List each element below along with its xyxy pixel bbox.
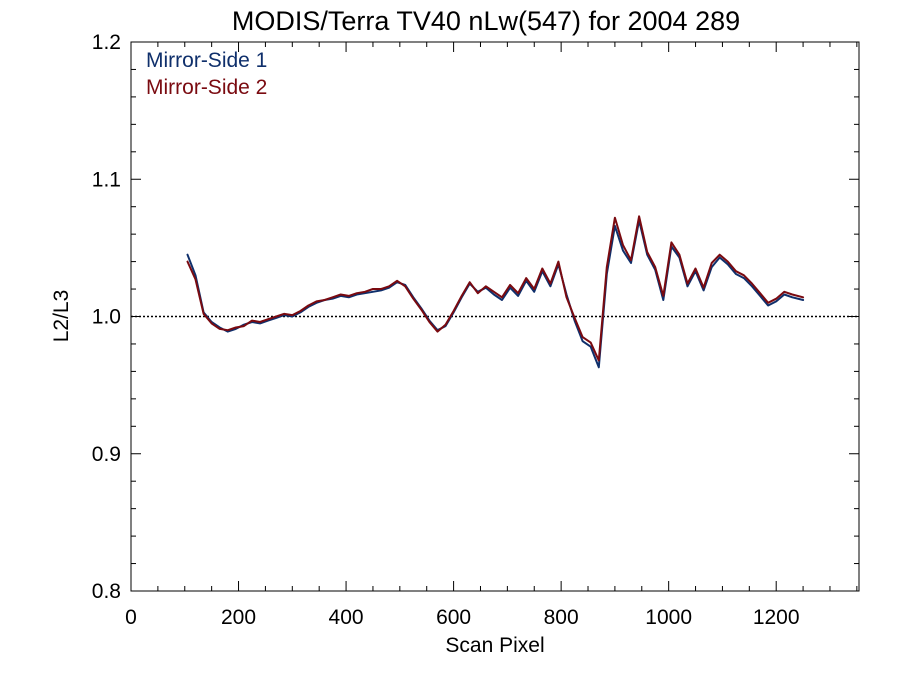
series-line-mirror-side-2 <box>186 215 805 362</box>
y-tick-label: 0.9 <box>92 443 121 466</box>
x-axis-label: Scan Pixel <box>445 634 544 657</box>
x-axis-ticks: 0 200 400 600 800 1000 1200 <box>125 42 858 629</box>
x-tick-label: 200 <box>221 606 256 629</box>
y-tick-label: 1.2 <box>92 31 121 54</box>
y-tick-label: 1.1 <box>92 168 121 191</box>
legend-item-mirror-side-1: Mirror-Side 1 <box>146 49 267 72</box>
y-axis-label: L2/L3 <box>50 290 73 343</box>
x-tick-label: 600 <box>436 606 471 629</box>
y-tick-label: 1.0 <box>92 306 121 329</box>
series-line-mirror-side-1 <box>186 219 805 369</box>
y-tick-label: 0.8 <box>92 580 121 603</box>
x-tick-label: 800 <box>544 606 579 629</box>
x-tick-label: 400 <box>329 606 364 629</box>
series-layer <box>186 215 805 369</box>
y-axis-ticks: 0.8 0.9 1.0 1.1 1.2 <box>92 31 859 603</box>
x-tick-label: 1200 <box>753 606 800 629</box>
chart-title: MODIS/Terra TV40 nLw(547) for 2004 289 <box>232 6 740 36</box>
legend-item-mirror-side-2: Mirror-Side 2 <box>146 76 267 99</box>
x-tick-label: 0 <box>125 606 137 629</box>
x-tick-label: 1000 <box>645 606 692 629</box>
